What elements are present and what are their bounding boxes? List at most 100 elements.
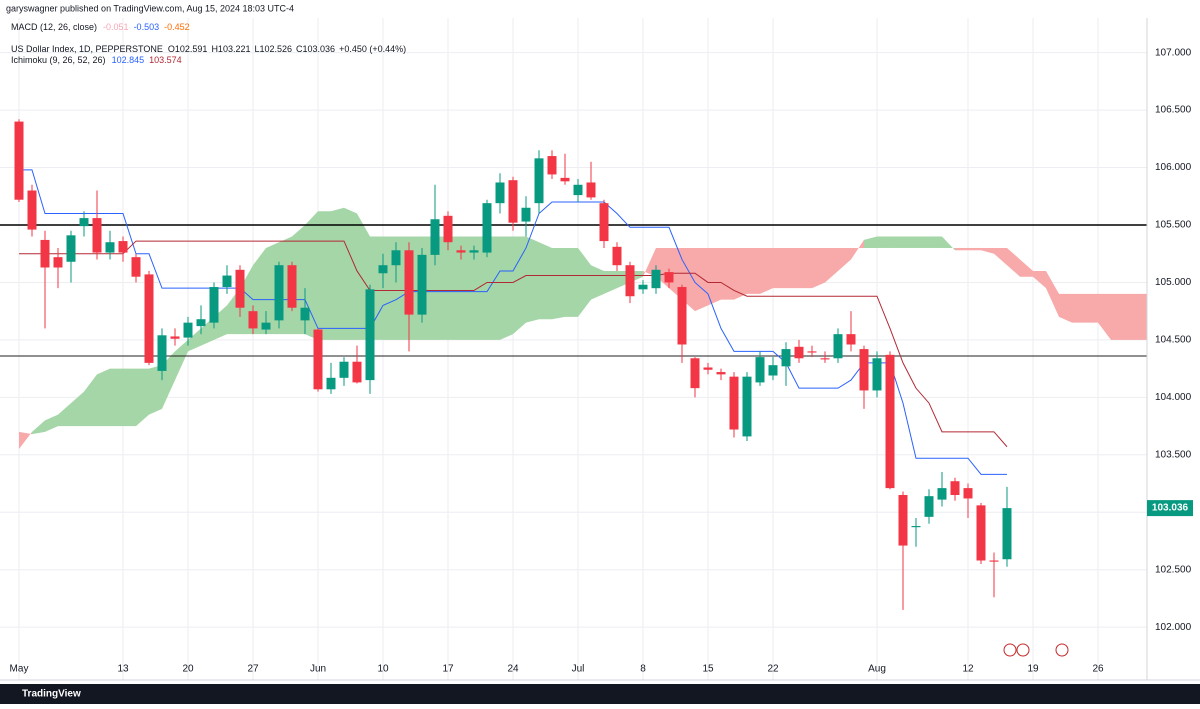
candle-body	[222, 275, 232, 288]
cloud-segment	[500, 236, 513, 340]
symbol-legend: US Dollar Index, 1D, PEPPERSTONE O102.591…	[11, 44, 406, 54]
candle-body	[183, 322, 193, 338]
candle-body	[924, 496, 934, 517]
event-icon[interactable]	[1003, 643, 1017, 657]
cloud-segment	[890, 236, 903, 248]
candle-body	[807, 351, 817, 353]
candle-body	[404, 250, 414, 315]
cloud-segment	[1072, 293, 1085, 323]
candle-body	[339, 361, 349, 378]
event-icons	[1003, 643, 1069, 657]
event-icon[interactable]	[1055, 643, 1069, 657]
header-bar	[0, 0, 1200, 17]
cloud-segment	[110, 368, 123, 427]
candle-body	[235, 269, 245, 308]
y-tick-label: 103.500	[1155, 449, 1192, 460]
candle-body	[625, 265, 635, 297]
candle-body	[313, 329, 323, 390]
candle-body	[118, 241, 128, 253]
cloud-segment	[955, 247, 968, 251]
event-icon[interactable]	[1016, 643, 1030, 657]
cloud-segment	[513, 236, 526, 335]
cloud-segment	[461, 236, 474, 340]
cloud-segment	[487, 236, 500, 340]
candle-body	[716, 372, 726, 375]
cloud-segment	[552, 247, 565, 320]
candle-body	[326, 377, 336, 390]
y-tick-label: 104.000	[1155, 392, 1192, 403]
candle-body	[742, 376, 752, 437]
y-tick-label: 107.000	[1155, 47, 1192, 58]
x-tick-label: 12	[962, 664, 974, 675]
cloud-segment	[448, 236, 461, 340]
symbol-name: US Dollar Index, 1D, PEPPERSTONE	[11, 44, 163, 54]
cloud-segment	[851, 239, 864, 260]
macd-value: -0.051	[103, 22, 129, 32]
candle-body	[976, 505, 986, 561]
cloud-segment	[1046, 270, 1059, 317]
cloud-segment	[435, 236, 448, 340]
cloud-segment	[604, 270, 617, 294]
cloud-segment	[32, 420, 45, 435]
cloud-segment	[58, 403, 71, 427]
cloud-segment	[1059, 293, 1072, 323]
candle-body	[352, 361, 362, 383]
candle-body	[105, 242, 115, 253]
candle-body	[170, 336, 180, 339]
y-tick-label: 106.500	[1155, 105, 1192, 116]
candle-body	[53, 257, 63, 268]
cloud-segment	[734, 247, 747, 300]
cloud-segment	[799, 247, 812, 289]
cloud-segment	[1007, 247, 1020, 277]
cloud-segment	[994, 247, 1007, 266]
candle-body	[651, 269, 661, 289]
footer-bar	[0, 684, 1200, 704]
cloud-segment	[916, 236, 929, 248]
indicator-line	[19, 240, 1008, 448]
candle-body	[612, 246, 622, 266]
candle-body	[365, 289, 375, 381]
cloud-segment	[136, 368, 149, 427]
ichimoku-value: 102.845	[112, 55, 145, 65]
macd-legend: MACD (12, 26, close) -0.051 -0.503 -0.452	[11, 22, 190, 32]
candle-body	[287, 265, 297, 308]
candle-body	[131, 257, 141, 277]
x-tick-label: 27	[247, 664, 259, 675]
cloud-segment	[97, 368, 110, 427]
candle-body	[911, 526, 921, 528]
ohlc: O102.591	[168, 44, 208, 54]
candle-body	[79, 218, 89, 227]
cloud-segment	[669, 247, 682, 300]
x-tick-label: Jun	[310, 664, 326, 675]
cloud-segment	[201, 316, 214, 346]
ohlc: H103.221	[211, 44, 250, 54]
candle-body	[560, 177, 570, 182]
y-tick-label: 102.500	[1155, 564, 1192, 575]
candle-body	[92, 218, 102, 253]
cloud-segment	[19, 431, 32, 450]
footer-brand: TradingView	[22, 689, 81, 700]
change: +0.450 (+0.44%)	[339, 44, 406, 54]
candle-body	[469, 250, 479, 253]
x-tick-label: 19	[1027, 664, 1039, 675]
cloud-segment	[474, 236, 487, 340]
axes: 102.000102.500103.000103.500104.000104.5…	[10, 47, 1193, 675]
candle-body	[40, 239, 50, 268]
cloud-segment	[1098, 293, 1111, 340]
cloud-segment	[149, 365, 162, 415]
candle-body	[690, 358, 700, 389]
candle-body	[261, 322, 271, 330]
x-tick-label: 20	[182, 664, 194, 675]
candle-body	[677, 287, 687, 345]
candle-body	[586, 182, 596, 198]
candle-body	[157, 335, 167, 371]
candle-body	[27, 190, 37, 230]
cloud-segment	[565, 247, 578, 317]
cloud-segment	[1085, 293, 1098, 323]
y-tick-label: 105.500	[1155, 220, 1192, 231]
ichimoku-value: 103.574	[149, 55, 182, 65]
candle-body	[989, 560, 999, 562]
ichimoku-legend: Ichimoku (9, 26, 52, 26) 102.845 103.574	[11, 55, 182, 65]
cloud-segment	[903, 236, 916, 248]
